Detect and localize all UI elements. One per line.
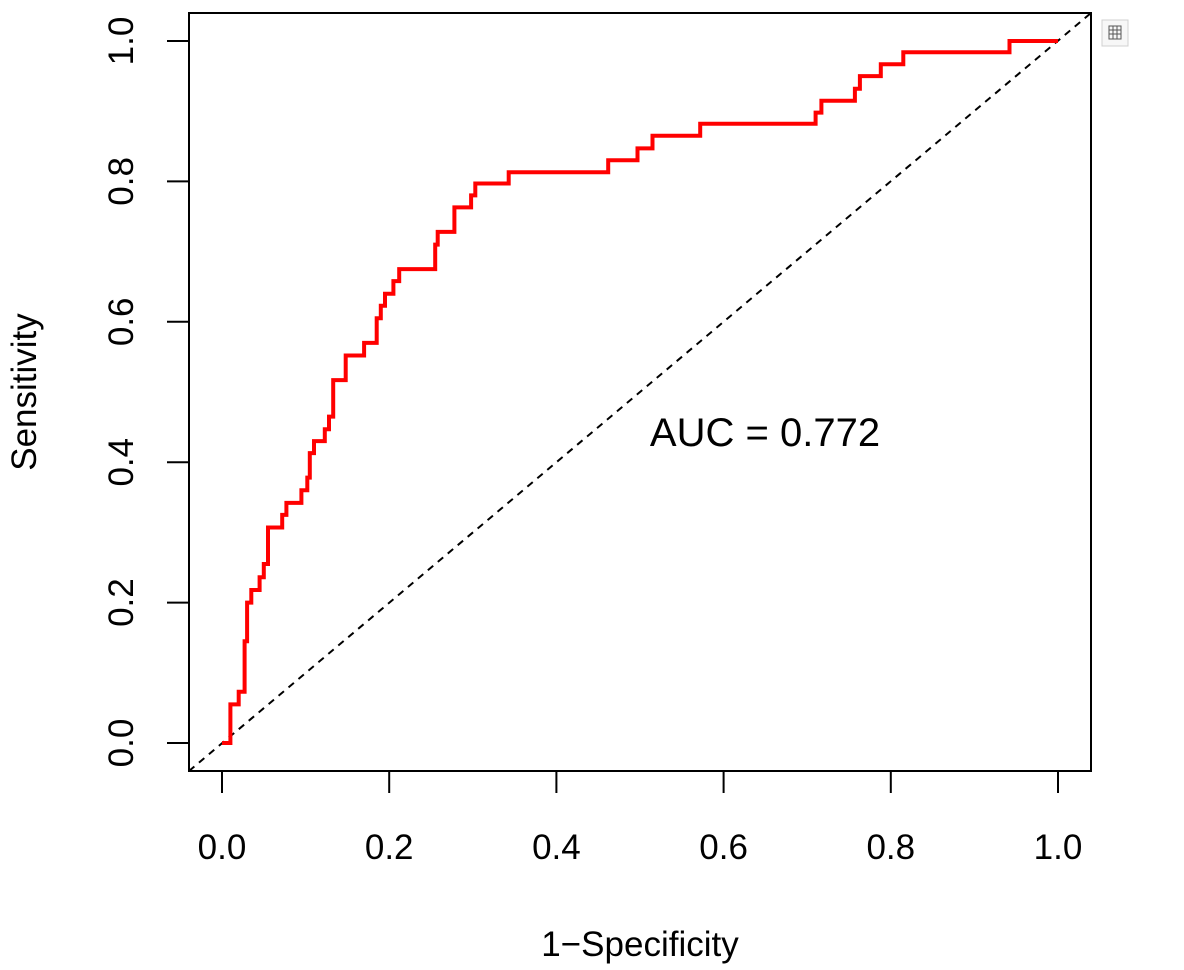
x-tick-label: 0.8 — [866, 828, 915, 867]
curve-layer — [222, 39, 1058, 745]
y-axis-title: Sensitivity — [5, 313, 44, 471]
y-tick-label: 0.4 — [102, 438, 141, 487]
x-axis-title: 1−Specificity — [541, 925, 739, 964]
y-tick-label: 0.0 — [102, 719, 141, 768]
x-tick-label: 0.2 — [365, 828, 414, 867]
x-tick-label: 1.0 — [1034, 828, 1083, 867]
table-export-icon[interactable] — [1101, 19, 1129, 47]
x-tick-label: 0.6 — [699, 828, 748, 867]
y-tick-label: 0.2 — [102, 578, 141, 627]
roc-curve-line — [222, 39, 1058, 745]
x-tick-label: 0.0 — [198, 828, 247, 867]
y-tick-label: 0.8 — [102, 157, 141, 206]
x-axis: 0.0 0.2 0.4 0.6 0.8 1.0 — [198, 770, 1083, 867]
y-axis: 0.0 0.2 0.4 0.6 0.8 1.0 — [102, 17, 190, 768]
y-tick-label: 0.6 — [102, 297, 141, 346]
reference-diagonal — [188, 12, 1092, 772]
auc-annotation: AUC = 0.772 — [650, 411, 880, 455]
y-tick-label: 1.0 — [102, 17, 141, 66]
x-tick-label: 0.4 — [532, 828, 581, 867]
reference-layer — [188, 12, 1092, 772]
